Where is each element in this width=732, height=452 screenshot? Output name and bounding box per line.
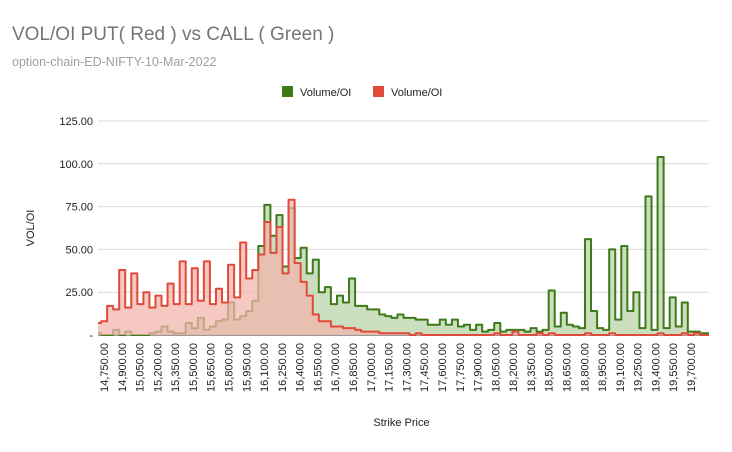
x-tick-label: 19,100.00: [615, 343, 627, 392]
x-tick-label: 19,250.00: [633, 343, 645, 392]
x-tick-label: 19,700.00: [686, 343, 698, 392]
x-tick-label: 16,250.00: [277, 343, 289, 392]
x-tick-label: 18,500.00: [544, 343, 556, 392]
y-tick-label: 75.00: [65, 202, 93, 214]
x-tick-label: 16,550.00: [312, 343, 324, 392]
x-tick-label: 17,600.00: [437, 343, 449, 392]
x-tick-label: 15,350.00: [170, 343, 182, 392]
series-areas: [98, 155, 709, 336]
x-tick-label: 18,050.00: [490, 343, 502, 392]
x-tick-label: 18,650.00: [561, 343, 573, 392]
x-tick-label: 15,650.00: [206, 343, 218, 392]
x-tick-label: 19,400.00: [650, 343, 662, 392]
x-tick-label: 17,900.00: [473, 343, 485, 392]
x-tick-label: 16,100.00: [259, 343, 271, 392]
chart-title: VOL/OI PUT( Red ) vs CALL ( Green ): [12, 24, 335, 45]
legend: Volume/OI Volume/OI: [282, 86, 442, 99]
y-tick-label: 100.00: [59, 159, 93, 171]
x-axis-label: Strike Price: [373, 417, 429, 429]
y-tick-label: 25.00: [65, 287, 93, 299]
chart-subtitle: option-chain-ED-NIFTY-10-Mar-2022: [12, 55, 217, 69]
x-tick-label: 16,400.00: [295, 343, 307, 392]
y-tick-label: -: [89, 330, 93, 342]
x-tick-label: 18,350.00: [526, 343, 538, 392]
legend-label-put: Volume/OI: [391, 87, 442, 99]
y-tick-label: 50.00: [65, 244, 93, 256]
x-tick-label: 17,300.00: [401, 343, 413, 392]
x-tick-label: 14,750.00: [99, 343, 111, 392]
series-fill-put: [98, 199, 709, 335]
x-tick-label: 16,700.00: [330, 343, 342, 392]
x-tick-label: 18,200.00: [508, 343, 520, 392]
x-tick-label: 17,150.00: [384, 343, 396, 392]
x-tick-label: 17,750.00: [455, 343, 467, 392]
x-tick-label: 15,950.00: [241, 343, 253, 392]
x-tick-label: 15,050.00: [135, 343, 147, 392]
y-axis: - 25.00 50.00 75.00 100.00 125.00: [59, 116, 93, 342]
legend-label-call: Volume/OI: [300, 87, 351, 99]
y-axis-label: VOL/OI: [25, 210, 37, 247]
series-line-put: [98, 198, 709, 336]
series-fill-call: [98, 156, 709, 335]
legend-swatch-call: [282, 86, 293, 97]
x-tick-label: 15,500.00: [188, 343, 200, 392]
x-tick-label: 15,800.00: [224, 343, 236, 392]
x-tick-label: 18,800.00: [579, 343, 591, 392]
x-tick-label: 15,200.00: [152, 343, 164, 392]
y-tick-label: 125.00: [59, 116, 93, 128]
x-tick-label: 17,450.00: [419, 343, 431, 392]
x-tick-label: 17,000.00: [366, 343, 378, 392]
x-tick-label: 18,950.00: [597, 343, 609, 392]
legend-swatch-put: [373, 86, 384, 97]
x-tick-label: 16,850.00: [348, 343, 360, 392]
x-axis: 14,750.00 14,900.00 15,050.00 15,200.00 15,3…: [99, 343, 698, 392]
x-tick-label: 14,900.00: [117, 343, 129, 392]
x-tick-label: 19,550.00: [668, 343, 680, 392]
gridlines: [98, 120, 709, 336]
